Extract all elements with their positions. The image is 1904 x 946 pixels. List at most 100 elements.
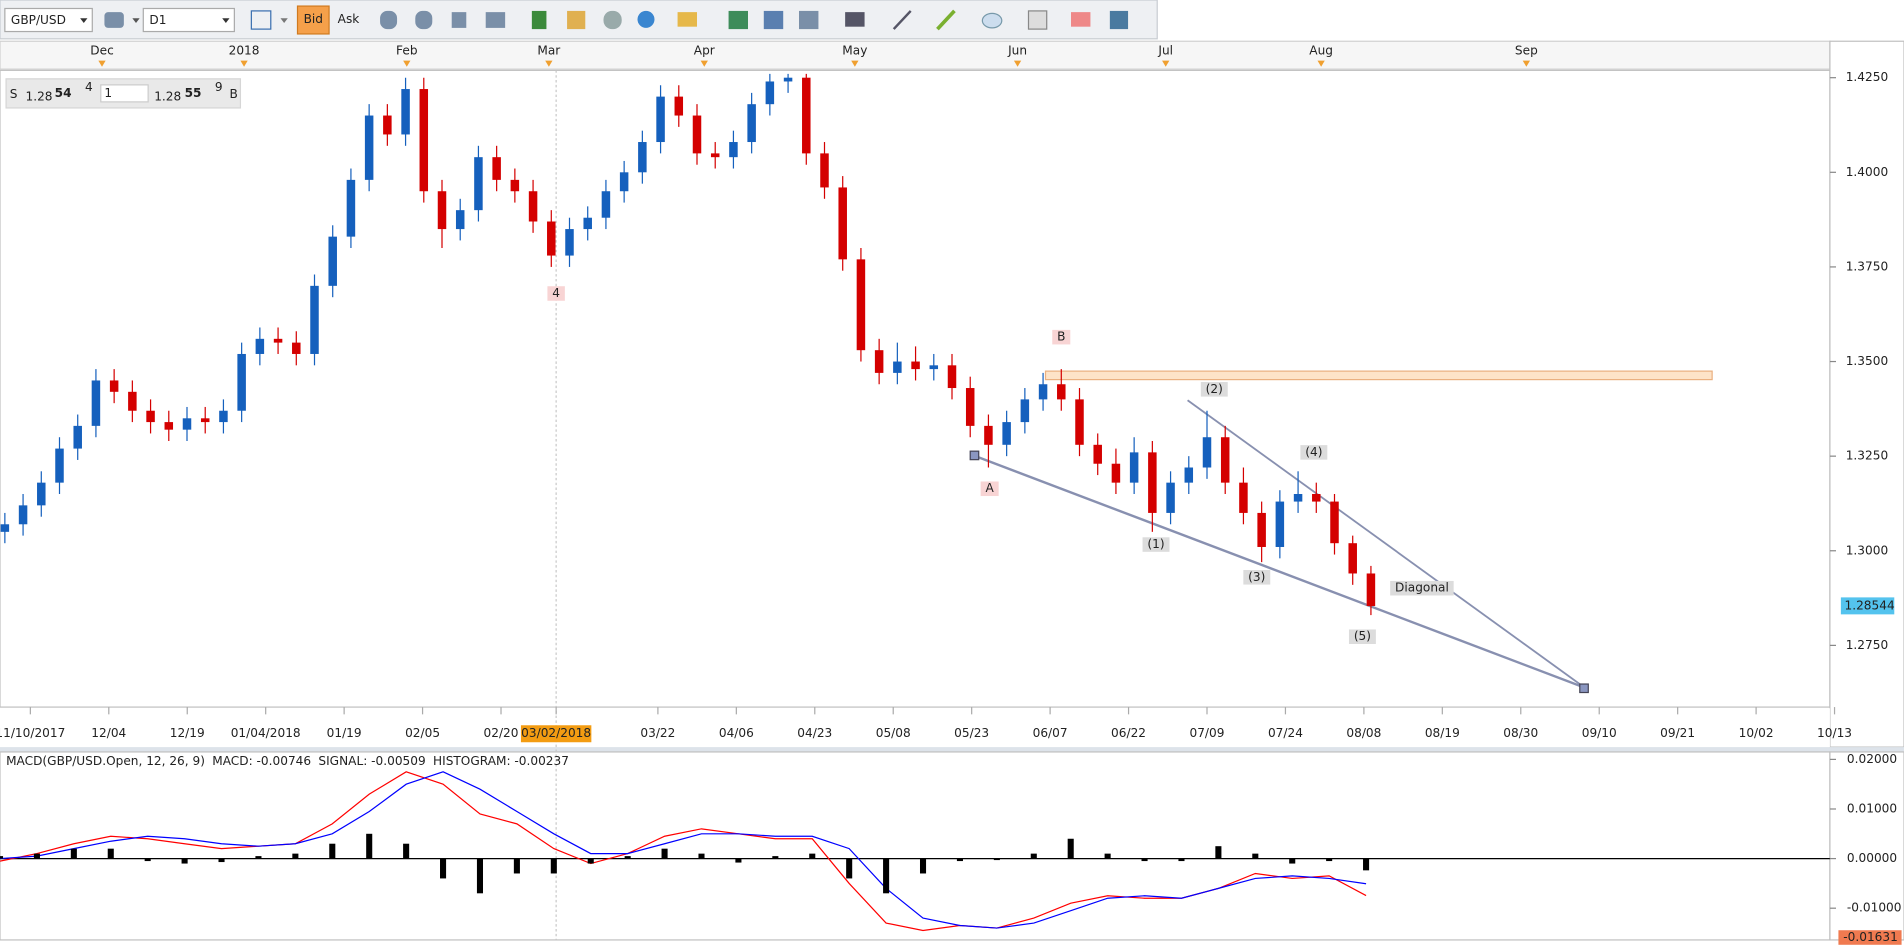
month-marker bbox=[98, 60, 106, 67]
legend-entry: HISTOGRAM: -0.00237 bbox=[433, 754, 569, 768]
candle-body bbox=[219, 410, 228, 423]
drawing-objects bbox=[974, 370, 1713, 689]
y-tick-label: 1.4250 bbox=[1846, 70, 1888, 84]
candle-body bbox=[474, 157, 483, 211]
pen-icon[interactable] bbox=[936, 9, 956, 31]
draw-icon[interactable] bbox=[799, 10, 819, 30]
chart-type-icon[interactable] bbox=[250, 10, 272, 30]
candle-body bbox=[292, 342, 301, 354]
histogram-bar bbox=[1289, 858, 1296, 864]
macd-line bbox=[0, 771, 1367, 929]
candle-body bbox=[692, 115, 702, 154]
histogram-bar bbox=[919, 858, 927, 874]
candle-body bbox=[1148, 452, 1157, 513]
eraser-icon[interactable] bbox=[1071, 12, 1091, 27]
globe-icon[interactable] bbox=[637, 10, 655, 28]
candle-body bbox=[182, 418, 192, 430]
buy-prefix: 1.28 bbox=[154, 90, 181, 104]
refresh-icon[interactable] bbox=[603, 10, 622, 30]
min-label: -0.01631 bbox=[1843, 930, 1898, 944]
trendline-icon[interactable] bbox=[892, 10, 912, 30]
wave-label: B bbox=[1057, 330, 1065, 344]
candle-body bbox=[1002, 422, 1011, 445]
macd-axis bbox=[1829, 751, 1904, 941]
sell-fraction: 4 bbox=[85, 80, 93, 94]
histogram-bar bbox=[1104, 853, 1111, 859]
histogram-bar bbox=[993, 858, 1000, 861]
zoom-in-icon[interactable] bbox=[380, 10, 398, 30]
histogram-bar bbox=[772, 856, 779, 859]
histogram-bar bbox=[181, 858, 188, 864]
candle-body bbox=[128, 391, 137, 411]
ruler-icon[interactable] bbox=[677, 12, 697, 27]
cursor-icon[interactable] bbox=[451, 12, 467, 28]
indicator-icon[interactable] bbox=[531, 10, 547, 30]
amount-input[interactable] bbox=[100, 84, 149, 103]
panel-separator bbox=[0, 747, 1904, 752]
x-tick-label: 05/08 bbox=[876, 726, 911, 740]
objects-icon[interactable] bbox=[1109, 10, 1129, 30]
wave-label: A bbox=[985, 481, 994, 495]
candle-body bbox=[802, 77, 811, 154]
wave-label-box bbox=[1300, 445, 1328, 460]
month-label: May bbox=[842, 43, 867, 57]
tool-icon[interactable] bbox=[104, 12, 124, 28]
lower-trendline[interactable] bbox=[974, 454, 1586, 689]
text-icon[interactable] bbox=[1027, 10, 1048, 30]
candle-body bbox=[1312, 493, 1321, 502]
histogram-bar bbox=[1067, 838, 1074, 859]
picture-icon[interactable] bbox=[728, 10, 748, 30]
month-marker bbox=[1013, 60, 1022, 67]
y-tick-label: 0.02000 bbox=[1847, 752, 1897, 766]
resistance-zone[interactable] bbox=[1044, 370, 1713, 381]
candle-body bbox=[273, 338, 283, 343]
candle-body bbox=[37, 482, 46, 506]
candle-body bbox=[601, 191, 611, 218]
candle-body bbox=[91, 380, 101, 426]
y-tick-label: 1.3750 bbox=[1846, 259, 1888, 273]
candle-body bbox=[164, 422, 174, 430]
wave-label: (3) bbox=[1248, 570, 1265, 584]
sell-label[interactable]: S bbox=[10, 87, 18, 101]
timeframe-select[interactable] bbox=[142, 7, 235, 33]
histogram-bar bbox=[144, 858, 151, 862]
histogram-bar bbox=[513, 858, 520, 874]
upper-trendline[interactable] bbox=[1187, 399, 1586, 689]
ellipse-icon[interactable] bbox=[981, 12, 1003, 29]
template-icon[interactable] bbox=[763, 10, 784, 30]
month-marker bbox=[851, 60, 859, 67]
buy-label[interactable]: B bbox=[229, 87, 237, 101]
histogram-bar bbox=[735, 858, 742, 863]
zoom-out-icon[interactable] bbox=[415, 10, 433, 30]
candle-body bbox=[364, 115, 374, 180]
ask-label[interactable]: Ask bbox=[338, 12, 360, 26]
wave-label-box bbox=[547, 286, 565, 301]
trendline-handle[interactable] bbox=[1579, 683, 1589, 694]
x-tick-label: 04/06 bbox=[719, 726, 754, 740]
histogram-bar bbox=[1030, 853, 1037, 859]
candle-body bbox=[18, 505, 28, 525]
edit-icon[interactable] bbox=[567, 10, 586, 30]
candle-body bbox=[947, 365, 957, 389]
symbol-select[interactable] bbox=[4, 7, 93, 33]
wave-label-box bbox=[1390, 580, 1454, 596]
zoom-area-icon[interactable] bbox=[485, 12, 506, 28]
lines-icon[interactable] bbox=[845, 12, 865, 27]
histogram-bar bbox=[846, 858, 853, 879]
dropdown-arrow bbox=[222, 18, 230, 24]
price-axis bbox=[1829, 40, 1904, 748]
candle-body bbox=[874, 350, 884, 373]
wave-label: (1) bbox=[1147, 537, 1164, 551]
bid-button[interactable] bbox=[296, 5, 330, 35]
candle-body bbox=[55, 448, 64, 483]
x-tick-label: 06/07 bbox=[1033, 726, 1068, 740]
trendline-handle[interactable] bbox=[969, 450, 980, 461]
y-tick-label: 1.4000 bbox=[1846, 165, 1888, 179]
candle-body bbox=[893, 361, 902, 373]
x-tick-label: 12/04 bbox=[91, 726, 126, 740]
wave-label-box bbox=[1243, 570, 1271, 585]
candle-body bbox=[1020, 399, 1030, 423]
candle-body bbox=[492, 157, 501, 180]
histogram-bar bbox=[1252, 853, 1259, 859]
